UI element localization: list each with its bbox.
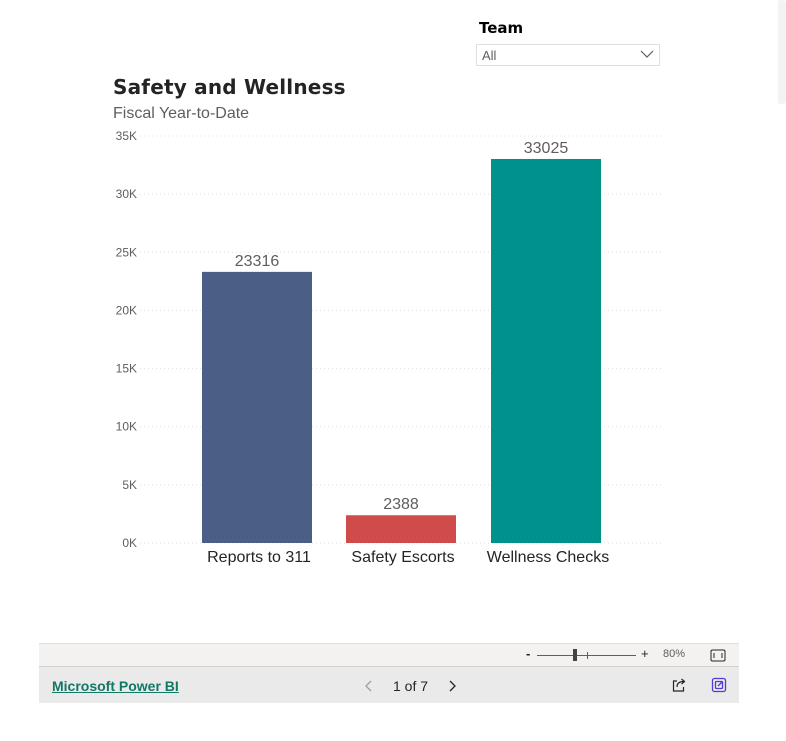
y-tick-label: 0K	[122, 536, 137, 550]
data-label: 2388	[383, 496, 419, 513]
team-dropdown[interactable]: All	[476, 44, 660, 66]
bars	[202, 158, 601, 543]
y-tick-label: 30K	[116, 187, 137, 201]
page-indicator: 1 of 7	[393, 678, 429, 694]
x-tick-label: Wellness Checks	[487, 549, 609, 566]
chevron-right-icon[interactable]	[445, 677, 459, 695]
powerbi-link[interactable]: Microsoft Power BI	[52, 678, 179, 694]
chevron-down-icon	[640, 50, 654, 58]
zoom-bar	[39, 643, 739, 667]
y-axis-ticks: 0K 5K 10K 15K 20K 25K 30K 35K	[116, 129, 137, 550]
data-label: 23316	[235, 253, 280, 270]
team-dropdown-value: All	[482, 48, 497, 63]
zoom-slider-track[interactable]	[537, 655, 636, 656]
zoom-level: 80%	[663, 648, 686, 660]
bar[interactable]	[346, 515, 456, 543]
x-tick-label: Reports to 311	[207, 549, 311, 566]
y-tick-label: 25K	[116, 245, 137, 259]
zoom-slider-tick	[587, 652, 588, 659]
slicer-title: Team	[479, 19, 524, 37]
chevron-left-icon[interactable]	[362, 677, 376, 695]
x-axis-ticks: Reports to 311 Safety Escorts Wellness Che…	[207, 549, 609, 566]
data-label: 33025	[524, 140, 569, 157]
x-tick-label: Safety Escorts	[351, 549, 454, 566]
zoom-in-button[interactable]: +	[641, 646, 649, 661]
open-in-powerbi-icon[interactable]	[711, 677, 727, 693]
zoom-out-button[interactable]: -	[526, 646, 531, 661]
bar[interactable]	[202, 271, 312, 543]
y-tick-label: 15K	[116, 362, 137, 376]
y-tick-label: 35K	[116, 129, 137, 143]
y-tick-label: 20K	[116, 303, 137, 317]
zoom-slider-thumb[interactable]	[573, 649, 577, 661]
data-labels: 23316 2388 33025	[235, 140, 569, 513]
bar-chart: 0K 5K 10K 15K 20K 25K 30K 35K 23316 2388 33025 Re…	[116, 129, 664, 566]
chart-subtitle: Fiscal Year-to-Date	[113, 105, 250, 122]
y-tick-label: 5K	[122, 478, 137, 492]
bar[interactable]	[491, 158, 601, 543]
y-tick-label: 10K	[116, 420, 137, 434]
scrollbar[interactable]	[778, 0, 786, 104]
share-icon[interactable]	[671, 677, 687, 693]
report-footer	[39, 667, 739, 703]
fit-to-page-icon[interactable]	[710, 649, 726, 662]
chart-title: Safety and Wellness	[113, 75, 346, 99]
